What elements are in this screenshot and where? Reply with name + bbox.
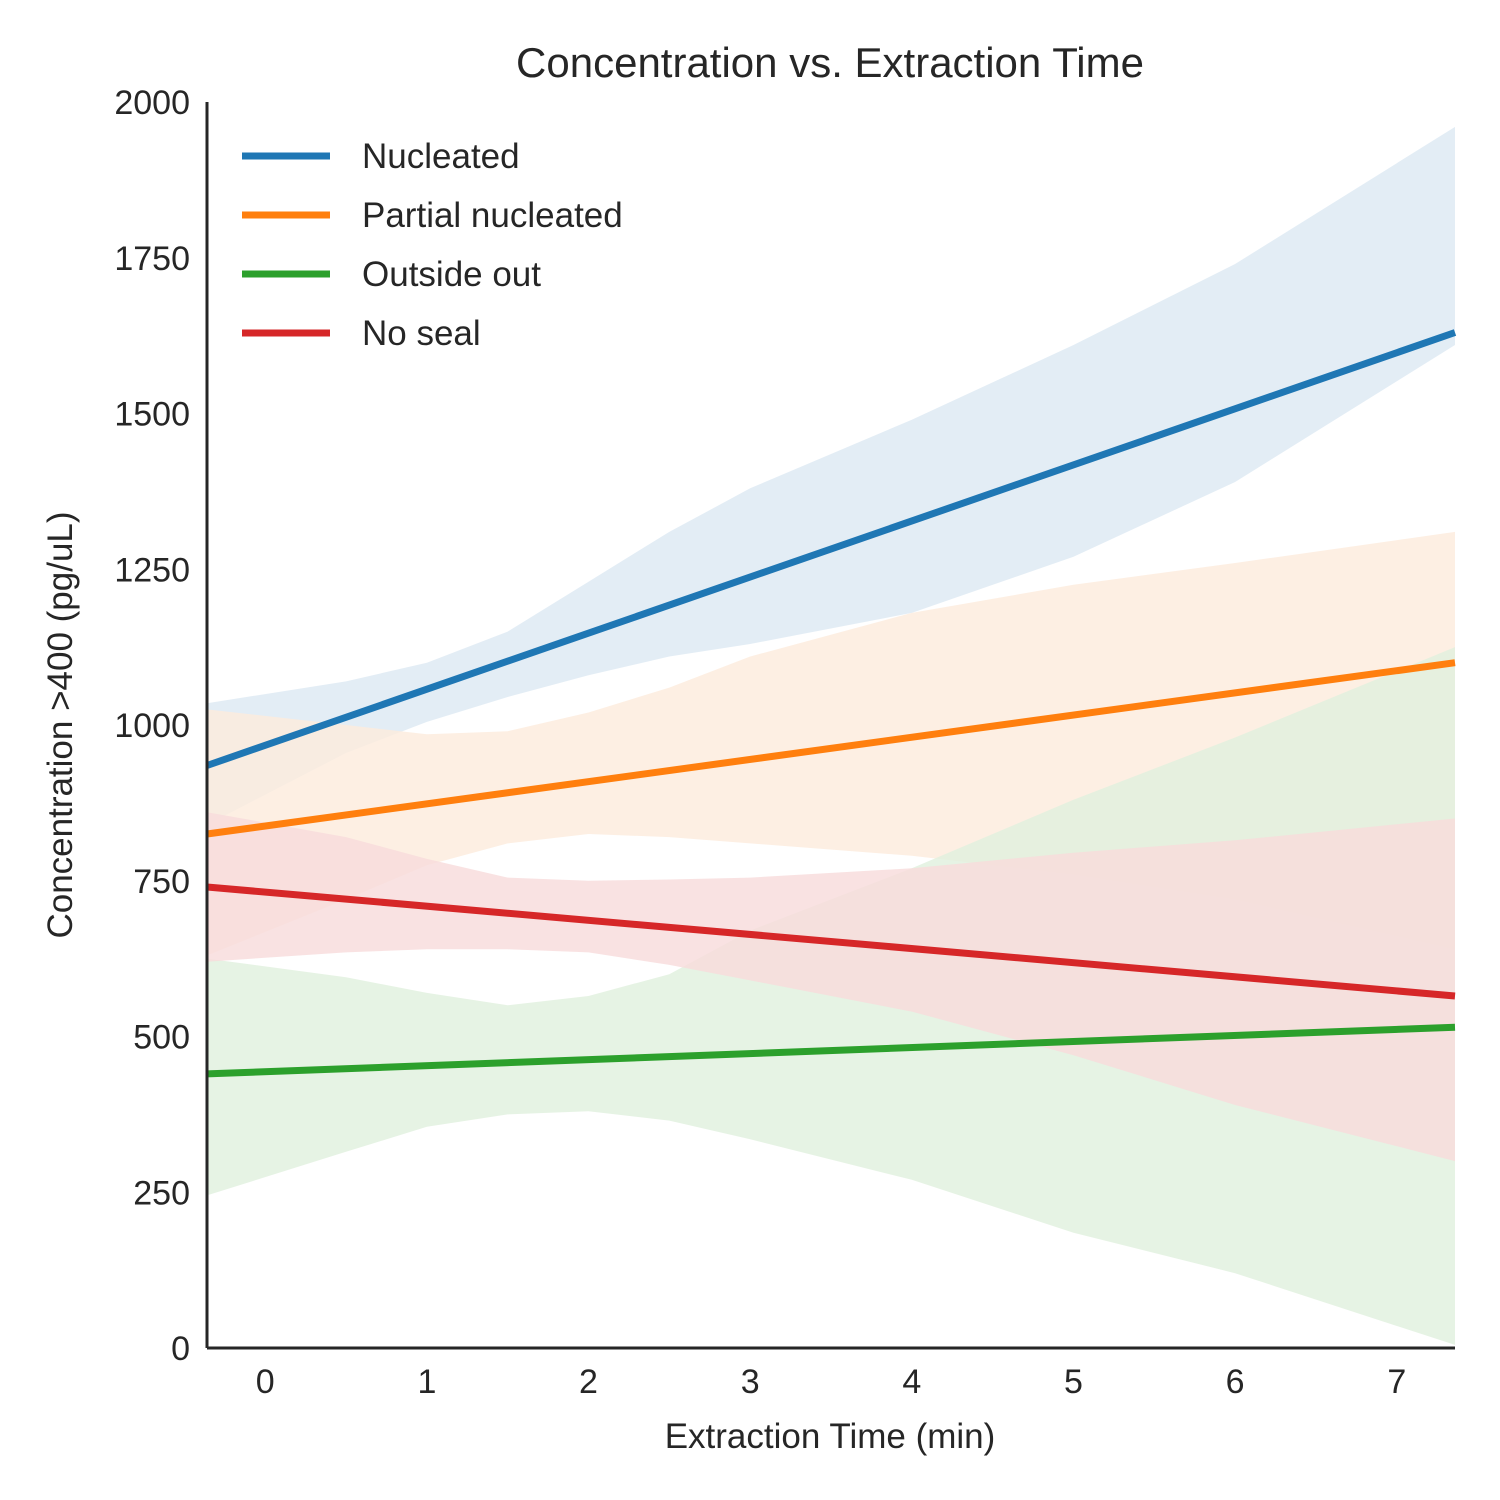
x-tick-label: 3 — [741, 1363, 760, 1401]
legend: Nucleated Partial nucleated Outside out No … — [242, 137, 623, 353]
series-line-no-seal — [206, 883, 1456, 1000]
y-tick-label: 500 — [133, 1019, 190, 1057]
y-tick-label: 250 — [133, 1174, 190, 1212]
y-tick-label: 1500 — [114, 396, 190, 434]
x-tick-label: 4 — [902, 1363, 921, 1401]
x-tick-label: 1 — [417, 1363, 436, 1401]
series-line-outside-out — [206, 1023, 1456, 1078]
x-tick-label: 0 — [256, 1363, 275, 1401]
y-tick-label: 1750 — [114, 240, 190, 278]
legend-item-outside-out: Outside out — [242, 255, 541, 294]
legend-label: Partial nucleated — [362, 196, 623, 235]
legend-item-partial-nucleated: Partial nucleated — [242, 196, 623, 235]
x-tick-label: 2 — [579, 1363, 598, 1401]
legend-label: Nucleated — [362, 137, 520, 176]
series-line-partial-nucleated — [206, 659, 1456, 838]
y-tick-label: 2000 — [114, 84, 190, 122]
y-tick-label: 1250 — [114, 551, 190, 589]
y-axis-label: Concentration >400 (pg/uL) — [41, 511, 80, 938]
y-tick-label: 1000 — [114, 707, 190, 745]
series-lines — [205, 329, 1457, 1078]
x-tick-label: 6 — [1226, 1363, 1245, 1401]
x-ticks: 0 1 2 3 4 5 6 7 — [256, 1363, 1407, 1401]
axes — [205, 102, 1455, 1350]
legend-item-nucleated: Nucleated — [242, 137, 520, 176]
confidence-band-no-seal — [207, 812, 1455, 1162]
x-axis-label: Extraction Time (min) — [665, 1417, 996, 1456]
confidence-bands — [207, 126, 1455, 1345]
x-tick-label: 7 — [1387, 1363, 1406, 1401]
chart-title: Concentration vs. Extraction Time — [516, 39, 1144, 86]
x-tick-label: 5 — [1064, 1363, 1083, 1401]
legend-label: No seal — [362, 314, 481, 353]
y-tick-label: 750 — [133, 863, 190, 901]
legend-label: Outside out — [362, 255, 541, 294]
y-tick-label: 0 — [171, 1330, 190, 1368]
y-ticks: 0 250 500 750 1000 1250 1500 1750 2000 — [114, 84, 190, 1368]
confidence-band-nucleated — [207, 126, 1455, 825]
legend-item-no-seal: No seal — [242, 314, 481, 353]
series-line-nucleated — [205, 329, 1457, 769]
